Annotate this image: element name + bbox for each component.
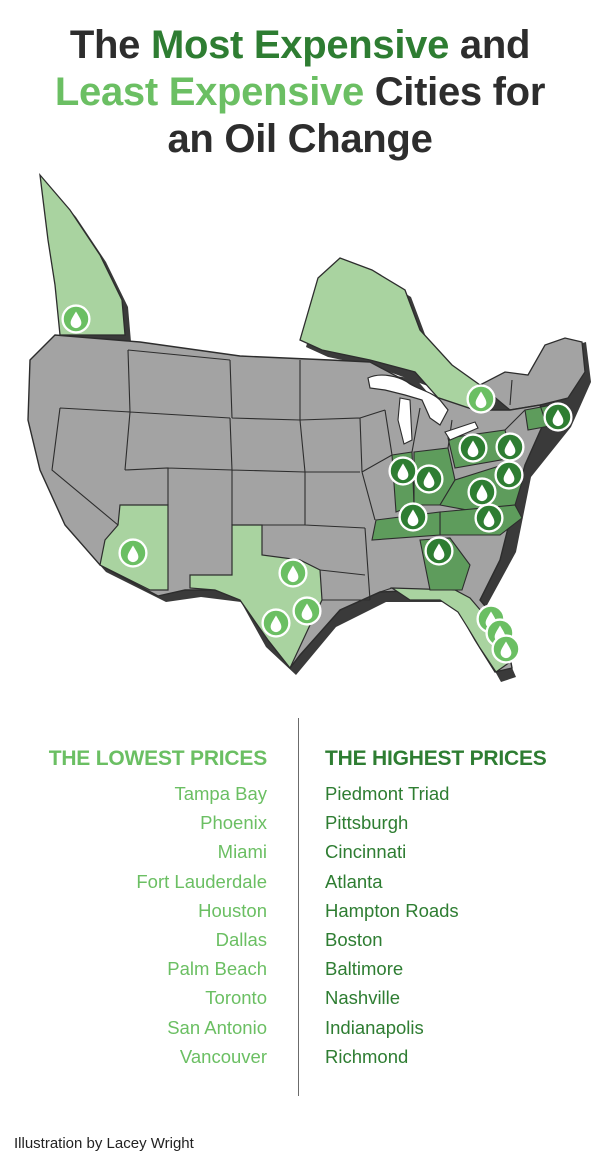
oil-drop-icon[interactable] bbox=[543, 402, 573, 432]
title-line-1: The Most Expensive and bbox=[0, 22, 600, 69]
oil-drop-icon[interactable] bbox=[458, 433, 488, 463]
highest-city: Boston bbox=[325, 928, 383, 950]
region-british-columbia bbox=[39, 172, 126, 336]
illustration-credit: Illustration by Lacey Wright bbox=[14, 1135, 194, 1152]
oil-drop-icon[interactable] bbox=[495, 432, 525, 462]
title-text: and bbox=[449, 23, 531, 67]
lowest-prices-list: Tampa Bay Phoenix Miami Fort Lauderdale … bbox=[136, 779, 267, 1071]
highest-city: Cincinnati bbox=[325, 841, 407, 863]
oil-drop-icon[interactable] bbox=[466, 384, 496, 414]
title-text: an Oil Change bbox=[167, 117, 433, 161]
highest-city: Atlanta bbox=[325, 870, 383, 892]
lowest-city: Toronto bbox=[205, 987, 267, 1009]
title-line-3: an Oil Change bbox=[0, 116, 600, 163]
title-least-expensive: Least Expensive bbox=[54, 70, 364, 114]
oil-drop-icon[interactable] bbox=[261, 608, 291, 638]
region-ontario bbox=[299, 257, 481, 411]
highest-prices-heading: THE HIGHEST PRICES bbox=[325, 747, 547, 770]
highest-prices-list: Piedmont Triad Pittsburgh Cincinnati Atl… bbox=[325, 779, 459, 1071]
oil-drop-icon[interactable] bbox=[494, 460, 524, 490]
column-divider bbox=[298, 718, 299, 1096]
lowest-prices-heading: THE LOWEST PRICES bbox=[48, 747, 267, 770]
highest-city: Richmond bbox=[325, 1045, 409, 1067]
title-text: The bbox=[69, 23, 151, 67]
title-text: Cities for bbox=[363, 70, 546, 114]
lake-erie bbox=[444, 421, 479, 441]
highest-city: Pittsburgh bbox=[325, 812, 409, 834]
north-america-map bbox=[27, 172, 591, 682]
oil-drop-icon[interactable] bbox=[414, 464, 444, 494]
oil-drop-icon[interactable] bbox=[292, 596, 322, 626]
oil-drop-icon[interactable] bbox=[491, 634, 521, 664]
lowest-city: Miami bbox=[217, 841, 267, 863]
title-most-expensive: Most Expensive bbox=[150, 23, 450, 67]
lowest-city: San Antonio bbox=[167, 1016, 267, 1038]
highest-city: Hampton Roads bbox=[325, 899, 459, 921]
oil-drop-icon[interactable] bbox=[474, 503, 504, 533]
oil-drop-icon[interactable] bbox=[467, 477, 497, 507]
title-line-2: Least Expensive Cities for bbox=[0, 69, 600, 116]
oil-drop-icon[interactable] bbox=[424, 536, 454, 566]
lowest-city: Vancouver bbox=[179, 1045, 267, 1067]
lowest-city: Palm Beach bbox=[167, 958, 267, 980]
infographic-title: The Most Expensive and Least Expensive C… bbox=[0, 22, 600, 163]
oil-drop-icon[interactable] bbox=[278, 558, 308, 588]
great-lakes bbox=[367, 374, 449, 426]
highest-city: Nashville bbox=[325, 987, 401, 1009]
highest-city: Indianapolis bbox=[325, 1016, 424, 1038]
oil-drop-icon[interactable] bbox=[118, 538, 148, 568]
lowest-city: Houston bbox=[198, 899, 267, 921]
lowest-city: Phoenix bbox=[200, 812, 267, 834]
oil-drop-icon[interactable] bbox=[388, 456, 418, 486]
lake-michigan bbox=[397, 397, 413, 445]
oil-drop-icon[interactable] bbox=[398, 502, 428, 532]
highest-city: Baltimore bbox=[325, 958, 404, 980]
lowest-city: Fort Lauderdale bbox=[136, 870, 267, 892]
lowest-city: Dallas bbox=[215, 928, 267, 950]
oil-drop-icon[interactable] bbox=[61, 304, 91, 334]
highest-city: Piedmont Triad bbox=[325, 783, 450, 804]
lowest-city: Tampa Bay bbox=[174, 783, 267, 804]
